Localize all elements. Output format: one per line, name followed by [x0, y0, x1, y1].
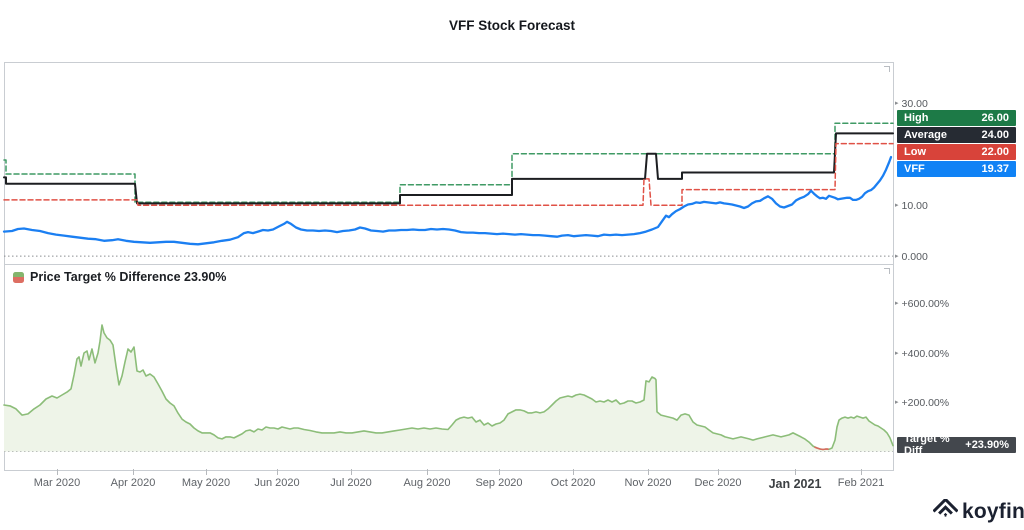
target-badge-value: +23.90%	[965, 438, 1009, 451]
koyfin-wordmark: koyfin	[962, 499, 1024, 523]
high-badge: High 26.00	[897, 110, 1016, 126]
y-tick-200pct: ▸ +200.00%	[895, 396, 950, 409]
tick-arrow-icon: ▸	[895, 350, 899, 357]
x-axis-label: Oct 2020	[550, 477, 596, 489]
y-tick-10: ▸ 10.00	[895, 199, 928, 212]
x-axis-tick	[57, 469, 58, 475]
koyfin-mark-icon	[933, 499, 958, 517]
tick-arrow-icon: ▸	[895, 100, 899, 107]
x-axis-label: Jul 2020	[330, 477, 372, 489]
x-axis-label: Dec 2020	[694, 477, 742, 489]
y-tick-30: ▸ 30.00	[895, 97, 928, 110]
average-badge-label: Average	[904, 128, 948, 141]
x-axis-tick	[573, 469, 574, 475]
x-axis-label: Jun 2020	[254, 477, 300, 489]
x-axis-tick	[133, 469, 134, 475]
vff-badge-value: 19.37	[981, 162, 1009, 175]
x-axis-tick	[648, 469, 649, 475]
low-badge-label: Low	[904, 145, 926, 158]
legend-swatch-icon	[13, 271, 24, 283]
tick-arrow-icon: ▸	[895, 399, 899, 406]
tick-arrow-icon: ▸	[895, 202, 899, 209]
panel-expand-icon	[884, 66, 890, 72]
average-badge: Average 24.00	[897, 127, 1016, 143]
pct-diff-legend[interactable]: Price Target % Difference 23.90%	[13, 270, 226, 284]
panel-expand-icon	[884, 268, 890, 274]
x-axis-label: Feb 2021	[837, 477, 885, 489]
high-badge-label: High	[904, 111, 929, 124]
x-axis-label: Nov 2020	[624, 477, 672, 489]
x-axis-tick	[351, 469, 352, 475]
y-tick-400pct: ▸ +400.00%	[895, 347, 950, 360]
x-axis-label: Apr 2020	[110, 477, 156, 489]
x-axis-tick	[277, 469, 278, 475]
koyfin-logo: koyfin	[933, 499, 1024, 524]
x-axis-tick	[206, 469, 207, 475]
x-axis-tick	[499, 469, 500, 475]
target-pct-diff-badge: Target % Diff +23.90%	[897, 433, 1016, 457]
x-axis-label: Aug 2020	[403, 477, 451, 489]
y-tick-600pct: ▸ +600.00%	[895, 297, 950, 310]
y-tick-0: ▸ 0.000	[895, 250, 928, 263]
x-axis-tick	[795, 469, 796, 475]
x-axis-label: Sep 2020	[475, 477, 523, 489]
low-badge: Low 22.00	[897, 144, 1016, 160]
target-badge-label: Target % Diff	[904, 432, 950, 457]
x-axis-tick	[861, 469, 862, 475]
tick-arrow-icon: ▸	[895, 300, 899, 307]
page-title: VFF Stock Forecast	[448, 18, 576, 33]
x-axis-label: May 2020	[181, 477, 231, 489]
average-badge-value: 24.00	[981, 128, 1009, 141]
low-badge-value: 22.00	[981, 145, 1009, 158]
legend-label: Price Target % Difference 23.90%	[30, 270, 227, 284]
x-axis-tick	[427, 469, 428, 475]
price-chart-panel[interactable]	[4, 62, 894, 265]
x-axis-label: Jan 2021	[768, 477, 822, 491]
vff-badge: VFF 19.37	[897, 161, 1016, 177]
vff-badge-label: VFF	[904, 162, 925, 175]
high-badge-value: 26.00	[981, 111, 1009, 124]
pct-diff-chart-panel[interactable]	[4, 264, 894, 471]
x-axis-label: Mar 2020	[33, 477, 81, 489]
tick-arrow-icon: ▸	[895, 253, 899, 260]
x-axis-tick	[718, 469, 719, 475]
